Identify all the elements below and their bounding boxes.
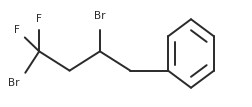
Text: Br: Br <box>94 11 105 21</box>
Text: Br: Br <box>8 78 20 88</box>
Text: F: F <box>13 25 19 35</box>
Text: F: F <box>36 14 42 24</box>
